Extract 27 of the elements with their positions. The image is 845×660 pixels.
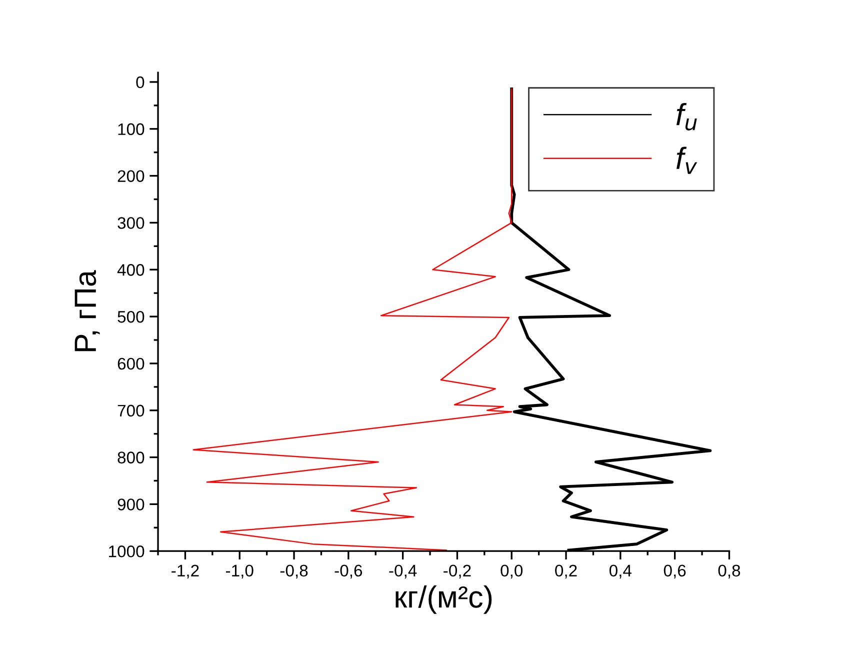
x-tick-label: 0,0 [500,564,523,579]
y-tick-label: 0 [136,76,144,88]
y-tick-label: 1000 [109,546,144,558]
x-tick-label: -0,4 [389,564,417,579]
x-axis-title: кг/(м²с) [396,585,492,614]
y-tick-label: 700 [118,404,144,417]
y-tick-label: 400 [117,264,144,276]
y-tick-label: 300 [118,217,144,229]
x-tick-label: -1,2 [172,564,199,579]
y-axis-title: P, гПа [74,270,100,352]
y-tick-label: 900 [118,498,144,510]
x-tick-label: -0,2 [444,564,471,579]
x-tick-label: -0,8 [280,564,308,579]
x-tick-label: 0,8 [718,564,740,579]
x-tick-label: -1,0 [226,564,254,579]
y-tick-label: 800 [118,452,144,464]
y-tick-label: 100 [118,123,144,136]
x-tick-label: -0,6 [334,564,362,579]
y-tick-label: 600 [118,358,144,370]
legend-label: f$_{v}$ [676,146,698,174]
legend-label: f$_{u}$ [676,102,697,130]
line-series [192,88,512,551]
y-tick-label: 500 [118,310,144,323]
x-tick-label: 0,4 [610,564,632,579]
x-tick-label: 0,2 [555,564,577,579]
x-tick-label: 0,6 [664,564,686,579]
y-tick-label: 200 [118,170,144,182]
